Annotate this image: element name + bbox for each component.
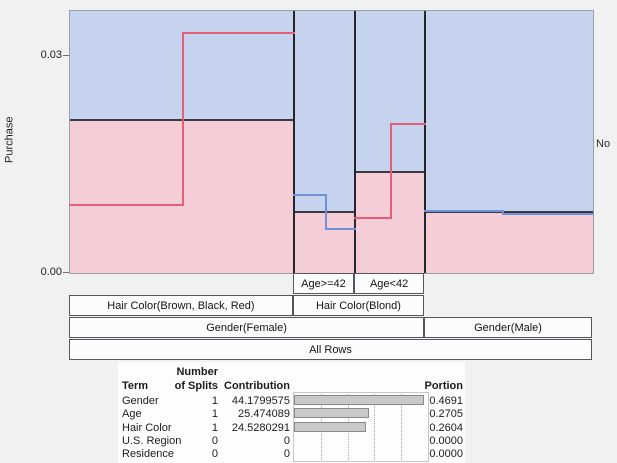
node-label-gender-male-[interactable]: Gender(Male) <box>424 317 592 338</box>
node-separator <box>424 11 427 273</box>
node-separator <box>354 11 357 273</box>
node-label-age-42[interactable]: Age<42 <box>354 273 425 294</box>
yes-rate-line-segment <box>390 122 393 220</box>
split-rate-divider <box>355 170 426 173</box>
contribution-bar <box>294 408 369 419</box>
cell-portion: 0.2604 <box>429 421 463 434</box>
cell-contribution: 44.1799575 <box>231 395 290 407</box>
node-label-gender-female-[interactable]: Gender(Female) <box>69 317 425 338</box>
cell-splits: 1 <box>211 408 218 421</box>
yes-rate-line-segment <box>390 122 427 125</box>
y-tick-label: 0.03 <box>40 48 62 61</box>
header-of-splits: of Splits <box>174 380 218 392</box>
contribution-bar-area <box>293 392 429 462</box>
leaf-female-hair-brown-black-red-yes-region[interactable] <box>70 119 294 273</box>
leaf-male-yes-region[interactable] <box>425 212 593 273</box>
cell-contribution: 0 <box>283 448 290 461</box>
cell-term: Age <box>122 408 142 421</box>
leaf-female-blond-age-lt-42-no-region[interactable] <box>355 11 426 172</box>
yes-rate-line-segment <box>69 204 184 206</box>
node-separator <box>292 11 295 273</box>
node-label-age-42[interactable]: Age>=42 <box>292 273 355 294</box>
y-tick-mark <box>63 272 69 273</box>
cell-portion: 0.0000 <box>429 434 463 447</box>
cell-portion: 0.0000 <box>429 448 463 461</box>
header-number: Number <box>176 366 218 378</box>
cell-portion: 0.4691 <box>429 395 463 407</box>
y-axis-title: Purchase <box>3 116 16 164</box>
no-rate-line-segment <box>292 193 327 196</box>
grid-line <box>401 394 403 460</box>
response-level-label: No <box>596 138 611 150</box>
no-rate-line-segment <box>325 193 327 230</box>
contribution-bar <box>294 395 424 405</box>
cell-term: Hair Color <box>122 421 172 434</box>
cell-splits: 0 <box>211 434 218 447</box>
y-tick-mark <box>63 54 69 56</box>
header-portion: Portion <box>424 380 464 392</box>
node-label-all-rows[interactable]: All Rows <box>69 339 592 360</box>
split-rate-divider <box>70 118 294 121</box>
cell-portion: 0.2705 <box>429 408 463 421</box>
cell-term: Gender <box>122 395 159 407</box>
yes-rate-line-segment <box>181 31 184 206</box>
node-label-hair-color-brown-black-red-[interactable]: Hair Color(Brown, Black, Red) <box>69 295 293 316</box>
leaf-female-blond-age-lt-42-yes-region[interactable] <box>355 171 426 273</box>
cell-contribution: 0 <box>283 434 290 447</box>
node-label-hair-color-blond-[interactable]: Hair Color(Blond) <box>292 295 425 316</box>
column-contributions-panel: Number Term of Splits Contribution Porti… <box>118 362 465 463</box>
grid-line <box>374 394 376 460</box>
split-rate-divider <box>293 210 356 213</box>
leaf-female-hair-brown-black-red-no-region[interactable] <box>70 11 294 120</box>
cell-splits: 1 <box>211 395 218 407</box>
contribution-bar <box>294 421 366 432</box>
no-rate-line-segment <box>502 209 505 216</box>
no-rate-line-segment <box>424 209 505 212</box>
header-contribution: Contribution <box>224 380 290 392</box>
leaf-male-no-region[interactable] <box>425 11 593 213</box>
yes-rate-line-segment <box>354 217 393 220</box>
cell-contribution: 25.474089 <box>238 408 290 421</box>
cell-term: Residence <box>122 448 174 461</box>
no-rate-line-segment <box>325 227 357 230</box>
cell-splits: 0 <box>211 448 218 461</box>
y-tick-label: 0.00 <box>40 266 62 278</box>
split-rate-divider <box>425 211 593 214</box>
cell-splits: 1 <box>211 421 218 434</box>
cell-contribution: 24.5280291 <box>231 421 290 434</box>
leaf-female-blond-age-ge-42-yes-region[interactable] <box>293 211 356 273</box>
yes-rate-line-segment <box>181 31 295 34</box>
header-term: Term <box>122 380 149 392</box>
no-rate-line-segment <box>502 213 594 216</box>
leaf-female-blond-age-ge-42-no-region[interactable] <box>293 11 356 212</box>
cell-term: U.S. Region <box>122 434 182 447</box>
plot-area[interactable] <box>69 10 594 274</box>
